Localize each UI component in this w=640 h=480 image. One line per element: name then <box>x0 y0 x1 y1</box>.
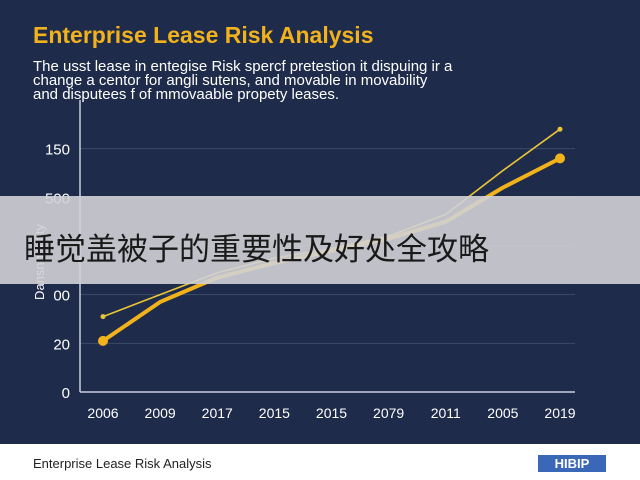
x-tick-label: 2079 <box>373 405 404 421</box>
x-tick-label: 2006 <box>87 405 118 421</box>
overlay-banner-text: 睡觉盖被子的重要性及好处全攻略 <box>24 232 489 268</box>
series-point <box>98 335 108 346</box>
brand-logo: HIBIP <box>538 455 606 472</box>
y-tick-label: 00 <box>53 288 70 305</box>
chart-subtitle: The usst lease in entegise Risk spercf p… <box>33 58 553 103</box>
x-tick-label: 2019 <box>544 405 575 421</box>
y-tick-label: 0 <box>62 385 70 402</box>
series-point <box>555 153 565 164</box>
footer-caption: Enterprise Lease Risk Analysis <box>33 456 212 471</box>
x-tick-label: 2017 <box>202 405 233 421</box>
x-tick-label: 2011 <box>431 405 461 421</box>
series-point <box>557 126 563 132</box>
x-tick-label: 2005 <box>487 405 518 421</box>
subtitle-line: The usst lease in entegise Risk spercf p… <box>33 58 453 75</box>
x-tick-label: 2009 <box>145 405 176 421</box>
y-tick-label: 150 <box>45 142 70 159</box>
overlay-banner <box>0 196 640 284</box>
series-point <box>100 314 106 320</box>
x-tick-label: 2015 <box>316 405 347 421</box>
x-tick-label: 2015 <box>259 405 290 421</box>
subtitle-line: and disputees f of mmovaable propety lea… <box>33 86 340 103</box>
chart-title: Enterprise Lease Risk Analysis <box>33 22 374 48</box>
y-tick-label: 20 <box>53 336 70 353</box>
subtitle-line: change a centor for angli sutens, and mo… <box>33 72 428 89</box>
